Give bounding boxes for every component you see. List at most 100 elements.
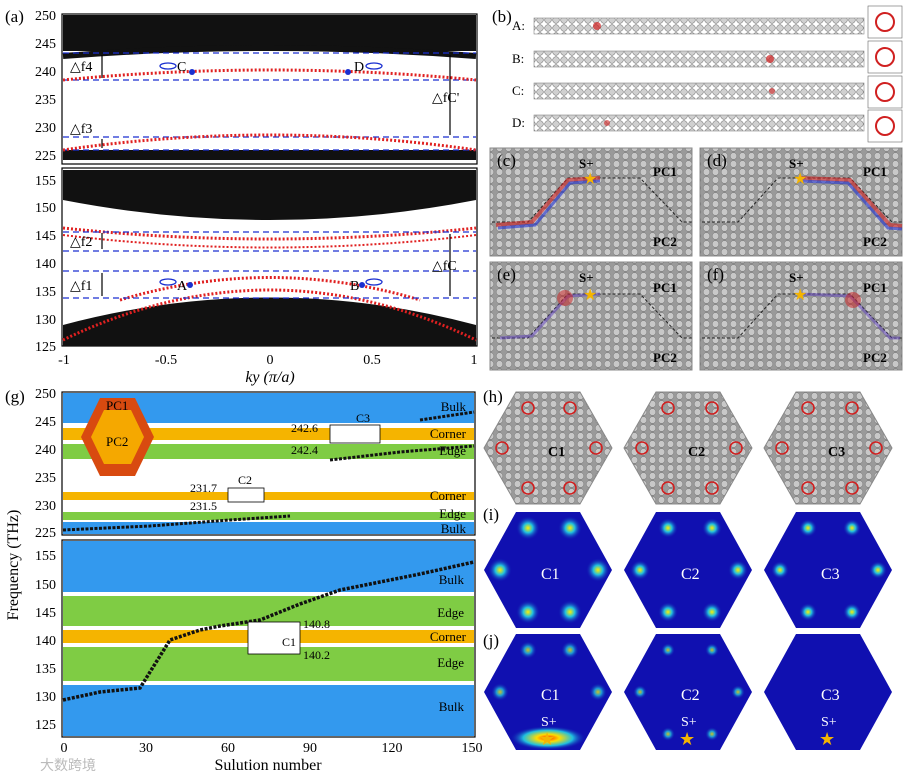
row-label-d: D:	[512, 115, 525, 130]
panel-h: (h) C1 C2 C3	[483, 387, 893, 505]
strip-b	[533, 50, 865, 68]
inset-c3-hi: 242.6	[291, 421, 318, 435]
panel-j: (j) C1 C2 C3 S+ S+ S+ ★ ★ ★	[483, 631, 892, 750]
row-label-c: C:	[512, 83, 524, 98]
panel-label-h: (h)	[483, 387, 503, 406]
y-tick: 230	[35, 499, 56, 514]
y-tick: 230	[35, 121, 56, 136]
strip-c	[533, 82, 865, 100]
y-tick: 135	[35, 285, 56, 300]
inset-c3-lo: 242.4	[291, 443, 318, 457]
y-tick: 130	[35, 313, 56, 328]
label-c: C	[177, 60, 186, 75]
pc2-label: PC2	[653, 234, 677, 249]
bulk-bands-bottom-upper	[63, 170, 476, 220]
y-tick: 130	[35, 690, 56, 705]
panel-a: (a) 250	[5, 7, 478, 386]
star-icon: ★	[539, 729, 555, 749]
y-tick: 225	[35, 526, 56, 541]
point-b	[359, 282, 365, 288]
region-label: Corner	[430, 426, 467, 441]
panel-f: (f) S+ PC1 PC2 ★	[699, 261, 903, 371]
hexagon-pc2	[91, 410, 144, 464]
cavity-label: C2	[681, 566, 700, 583]
pc1-label: PC1	[863, 280, 887, 295]
x-tick: 1	[471, 353, 478, 368]
region-edge	[63, 512, 474, 520]
strip-d	[533, 114, 865, 132]
y-tick: 150	[35, 201, 56, 216]
y-tick: 155	[35, 549, 56, 564]
label-b: B	[350, 279, 359, 294]
point-a	[187, 282, 193, 288]
y-tick: 135	[35, 662, 56, 677]
region-label: Bulk	[441, 521, 467, 536]
annotation-df3: △f3	[70, 122, 92, 137]
y-tick: 240	[35, 443, 56, 458]
y-tick: 150	[35, 578, 56, 593]
inset-c2-hi: 231.7	[190, 481, 217, 495]
source-label: S+	[789, 270, 804, 285]
row-label-a: A:	[512, 18, 525, 33]
row-label-b: B:	[512, 51, 524, 66]
x-tick: 120	[382, 741, 403, 756]
y-tick: 125	[35, 718, 56, 733]
y-tick: 250	[35, 9, 56, 24]
annotation-df2: △f2	[70, 235, 92, 250]
panel-label-f: (f)	[707, 265, 724, 284]
region-corner	[63, 492, 474, 500]
annotation-dfc-bottom: △fC	[432, 259, 457, 274]
eigenmode-curve	[62, 514, 291, 532]
region-label: Edge	[439, 506, 466, 521]
panel-label-d: (d)	[707, 151, 727, 170]
legend-pc1: PC1	[106, 398, 128, 413]
panel-label-j: (j)	[483, 631, 499, 650]
inset-label-c3: C3	[356, 411, 370, 425]
point-d	[345, 69, 351, 75]
panel-e: (e) S+ PC1 PC2 ★	[489, 261, 693, 371]
panel-c: (c) S+ PC1 PC2 ★	[489, 147, 693, 257]
cavity-label: C2	[681, 687, 700, 704]
svg-text:★: ★	[793, 287, 807, 304]
edge-band-red	[62, 133, 477, 152]
edge-band-red	[62, 288, 477, 342]
region-bulk	[63, 522, 474, 534]
y-tick: 245	[35, 37, 56, 52]
panel-label-a: (a)	[5, 7, 24, 26]
pc2-label: PC2	[863, 234, 887, 249]
inset-label-c2: C2	[238, 473, 252, 487]
panel-label-e: (e)	[497, 265, 516, 284]
x-tick: 0	[267, 353, 274, 368]
cavity-label: C1	[541, 687, 560, 704]
bulk-bands-bottom-lower	[63, 297, 476, 346]
inset-c2-lo: 231.5	[190, 499, 217, 513]
label-a: A	[177, 279, 188, 294]
eigenmode-curve	[62, 560, 475, 702]
pc1-label: PC1	[653, 280, 677, 295]
inset-c1	[247, 621, 301, 655]
panel-g-xlabel: Sulution number	[214, 757, 322, 774]
eigenmode-curve	[419, 410, 475, 422]
inset-c3	[329, 424, 381, 444]
svg-text:★: ★	[583, 171, 597, 188]
svg-text:★: ★	[793, 171, 807, 188]
x-tick: 90	[303, 741, 317, 756]
cavity-label: C3	[821, 566, 840, 583]
source-label: S+	[681, 715, 697, 730]
region-label: Bulk	[441, 399, 467, 414]
panel-label-g: (g)	[5, 387, 25, 406]
cavity-label: C3	[828, 445, 845, 460]
cavity-label: C3	[821, 687, 840, 704]
inset-c2	[227, 487, 265, 503]
annotation-df1: △f1	[70, 279, 92, 294]
x-tick: 0	[61, 741, 68, 756]
annotation-df4: △f4	[70, 60, 92, 75]
panel-label-b: (b)	[492, 7, 512, 26]
inset-label-c1: C1	[282, 635, 296, 649]
x-tick: 150	[462, 741, 483, 756]
cavity-label: C1	[548, 445, 565, 460]
inset-c1-lo: 140.2	[303, 648, 330, 662]
star-icon: ★	[679, 729, 695, 749]
y-tick: 240	[35, 65, 56, 80]
